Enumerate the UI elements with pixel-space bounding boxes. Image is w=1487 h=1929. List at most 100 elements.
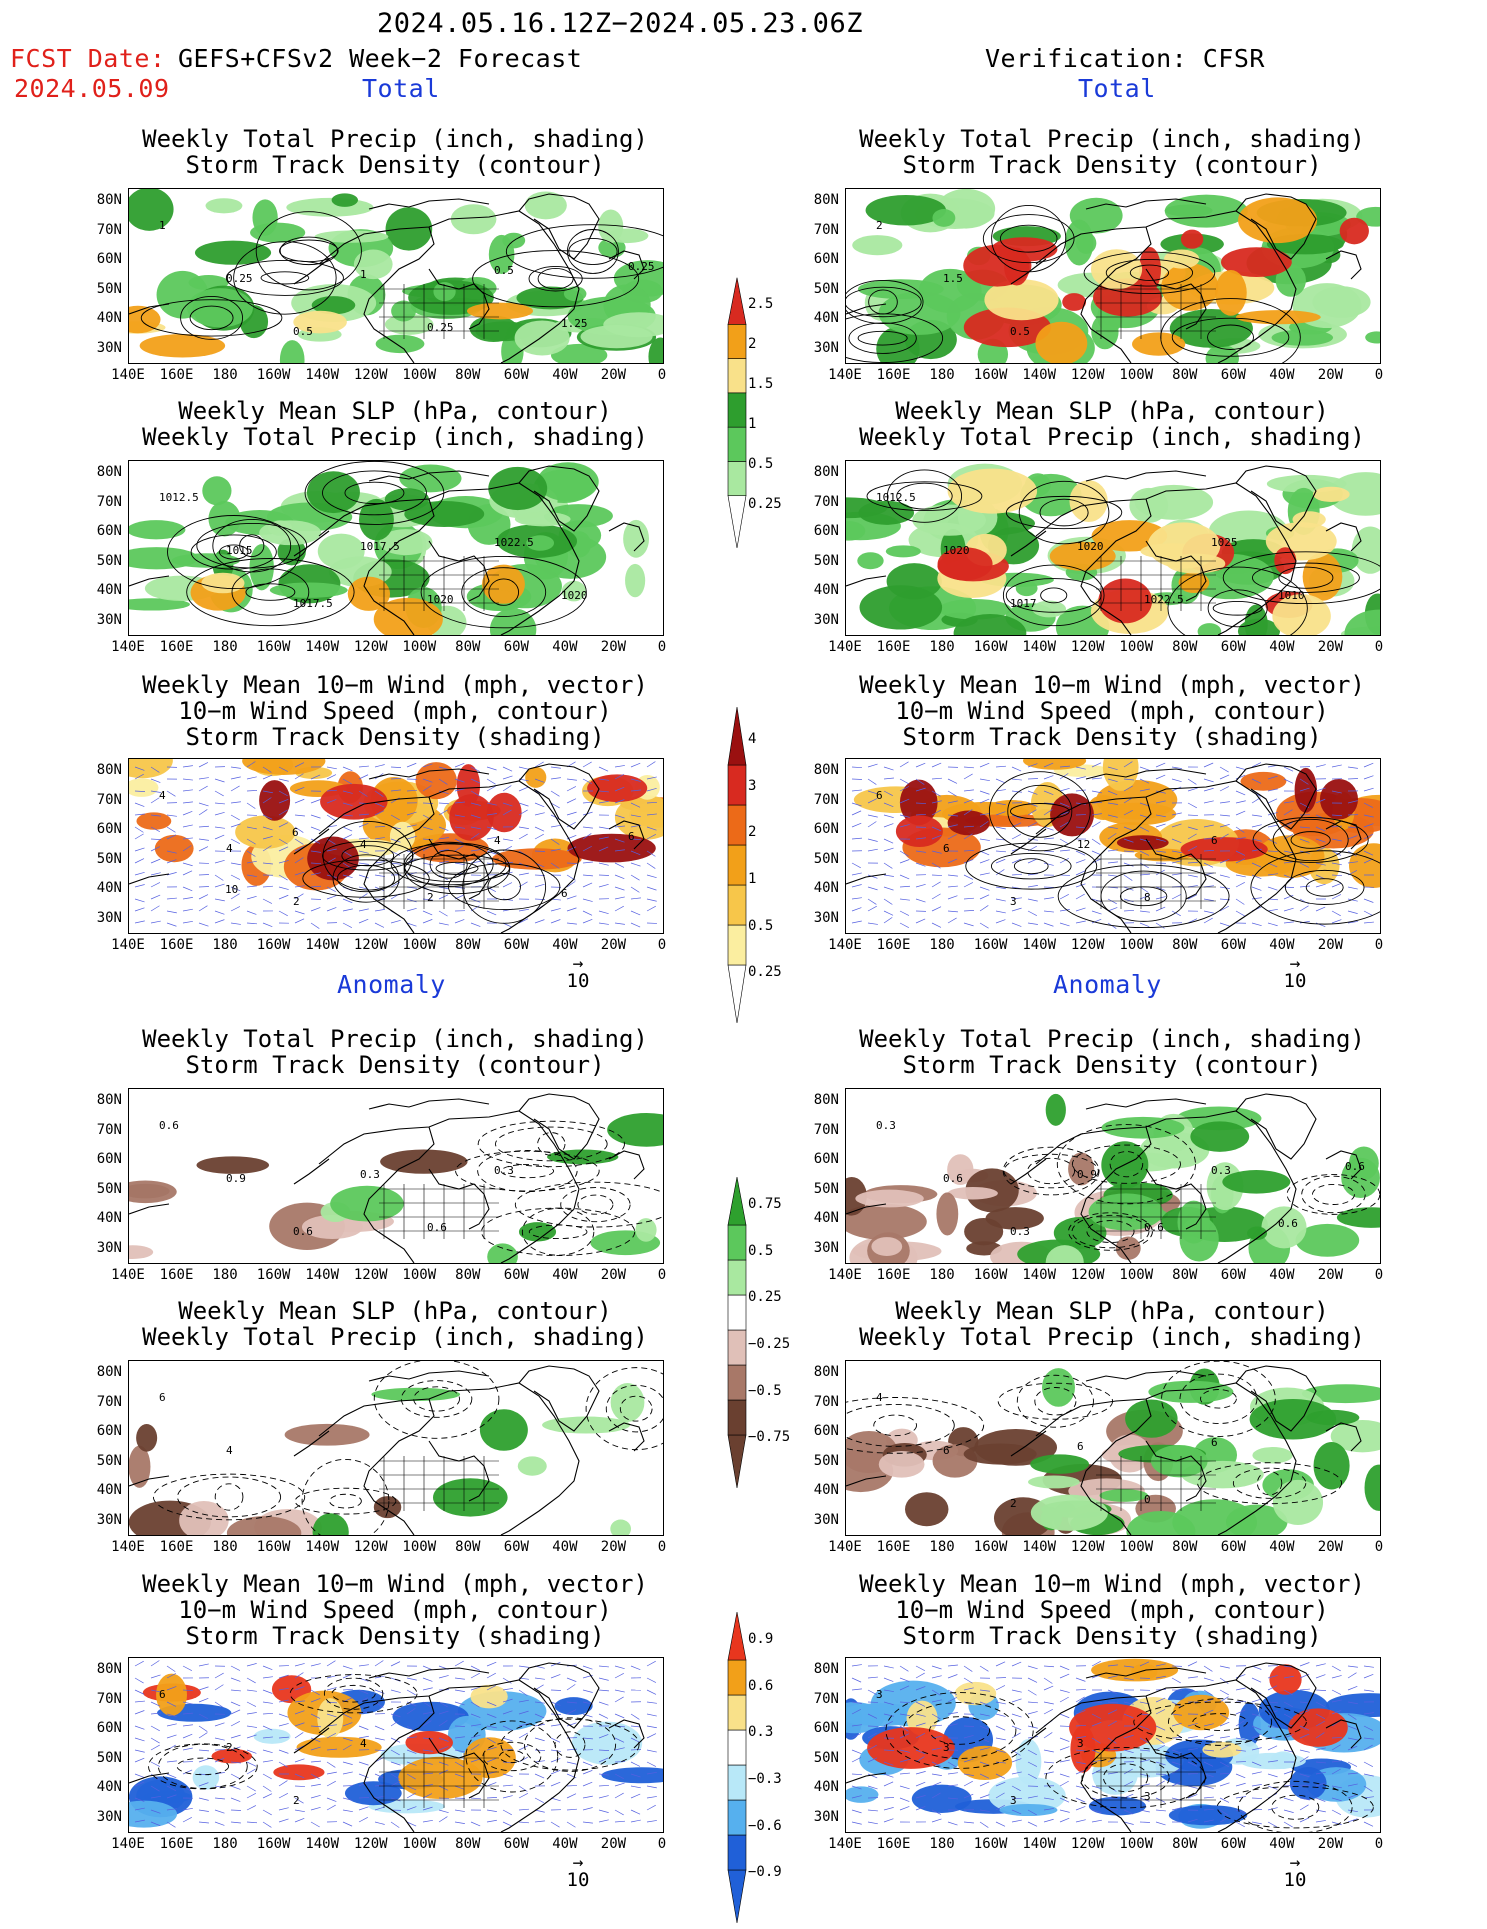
lon-label: 80W [1165,1836,1205,1852]
lon-label: 0 [1359,937,1399,953]
lon-label: 20W [1310,937,1350,953]
fcst-total-slp-contour-label: 1020 [561,589,588,602]
lon-label: 60W [496,1836,536,1852]
lon-label: 160E [157,367,197,383]
lon-label: 100W [399,367,439,383]
lon-label: 20W [1310,367,1350,383]
lat-label: 40N [88,880,122,896]
lon-label: 0 [642,639,682,655]
lon-label: 80W [448,367,488,383]
lat-label: 60N [805,523,839,539]
obs-total-precip-contour-label: 1.5 [943,272,963,285]
lat-label: 60N [805,251,839,267]
fcst-total-precip-contour-label: 0.25 [226,272,253,285]
lon-label: 80W [448,639,488,655]
lon-label: 140W [1019,639,1059,655]
colorbar-label: 0.3 [748,1724,773,1740]
lon-label: 60W [1213,1836,1253,1852]
colorbar-label: −0.3 [748,1771,782,1787]
lon-label: 120W [1068,367,1108,383]
lon-label: 140E [825,1539,865,1555]
lat-label: 30N [805,1240,839,1256]
lon-label: 40W [545,1267,585,1283]
lat-label: 40N [805,1482,839,1498]
lat-label: 60N [88,523,122,539]
lon-label: 180 [205,367,245,383]
lat-label: 70N [805,1691,839,1707]
lon-label: 120W [351,367,391,383]
lon-label: 60W [496,937,536,953]
lon-label: 100W [399,937,439,953]
vector-reference-value: 10 [558,970,598,992]
lon-label: 100W [1116,1267,1156,1283]
lon-label: 120W [351,937,391,953]
arrow-icon: → [558,958,598,970]
lat-label: 40N [88,310,122,326]
colorbar-label: 0.5 [748,918,773,934]
lon-label: 80W [448,1539,488,1555]
obs-anom-precip-contour-label: 0.6 [1345,1160,1365,1173]
lon-label: 140E [108,1267,148,1283]
obs-total-slp-contour-label: 1017 [1010,597,1037,610]
lon-label: 20W [1310,1539,1350,1555]
lon-label: 140E [825,1836,865,1852]
lon-label: 120W [351,1267,391,1283]
obs-anom-wind-contour-label: 3 [876,1688,883,1701]
lat-label: 30N [88,1240,122,1256]
lat-label: 30N [88,1512,122,1528]
lat-label: 80N [88,1364,122,1380]
obs-total-precip-title: Weekly Total Precip (inch, shading) Stor… [805,126,1419,178]
colorbar-label: −0.9 [748,1864,782,1880]
lon-label: 60W [496,1539,536,1555]
fcst-total-wind-contour-label: 4 [360,838,367,851]
lat-label: 50N [805,281,839,297]
lat-label: 60N [88,821,122,837]
lon-label: 60W [496,639,536,655]
fcst-total-slp-title: Weekly Mean SLP (hPa, contour) Weekly To… [88,398,702,450]
lat-label: 50N [805,851,839,867]
lat-label: 30N [88,612,122,628]
lon-label: 40W [1262,367,1302,383]
lon-label: 60W [1213,639,1253,655]
colorbar-label: −0.5 [748,1383,782,1399]
fcst-total-wind-contour-label: 2 [293,895,300,908]
lon-label: 140W [1019,1836,1059,1852]
lat-label: 80N [805,762,839,778]
lon-label: 0 [642,367,682,383]
fcst-anom-slp-contour-label: 4 [226,1444,233,1457]
colorbar-label: 2.5 [748,296,773,312]
lon-label: 180 [922,937,962,953]
fcst-title: GEFS+CFSv2 Week−2 Forecast [178,44,582,73]
fcst-date-label: FCST Date: [10,44,166,73]
obs-total-slp-title: Weekly Mean SLP (hPa, contour) Weekly To… [805,398,1419,450]
lat-label: 70N [805,222,839,238]
lon-label: 160W [254,937,294,953]
lon-label: 140E [825,639,865,655]
lat-label: 60N [88,251,122,267]
fcst-total-precip-contour-label: 0.25 [427,321,454,334]
colorbar-label: 0.75 [748,1196,782,1212]
colorbar-label: 4 [748,731,756,747]
fcst-total-precip-title: Weekly Total Precip (inch, shading) Stor… [88,126,702,178]
fcst-total-wind-contour-label: 4 [494,834,501,847]
obs-anom-precip-contour-label: 0.3 [1211,1164,1231,1177]
obs-total-slp-contour-label: 1020 [1077,540,1104,553]
fcst-anom-precip-contour-label: 0.6 [159,1119,179,1132]
lat-label: 50N [88,1181,122,1197]
fcst-total-slp-contour-label: 1017.5 [360,540,400,553]
lon-label: 160E [874,1836,914,1852]
obs-anom-wind-contour-label: 3 [943,1741,950,1754]
period-title: 2024.05.16.12Z−2024.05.23.06Z [0,8,1240,39]
lon-label: 140E [108,639,148,655]
colorbar-label: 0.9 [748,1631,773,1647]
fcst-total-slp-contour-label: 1017.5 [293,597,333,610]
lon-label: 160E [157,639,197,655]
fcst-anom-slp-title: Weekly Mean SLP (hPa, contour) Weekly To… [88,1298,702,1350]
lat-label: 50N [88,1750,122,1766]
lon-label: 80W [448,937,488,953]
lon-label: 60W [1213,367,1253,383]
lat-label: 30N [805,612,839,628]
